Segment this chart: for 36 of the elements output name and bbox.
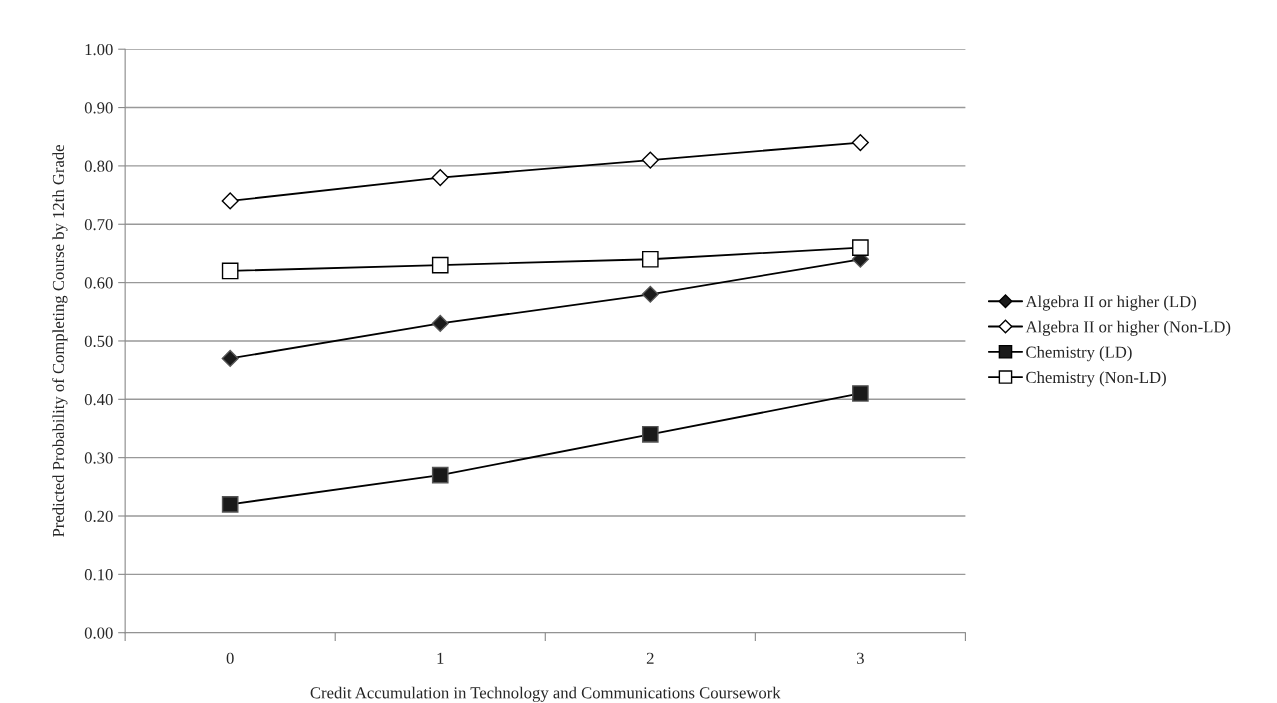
y-tick-label: 1.00 xyxy=(85,43,113,56)
y-tick-label: 0.90 xyxy=(84,102,113,114)
point xyxy=(851,134,869,152)
point xyxy=(641,285,659,303)
point xyxy=(852,239,869,256)
y-tick-label: 0.40 xyxy=(84,394,113,406)
x-axis-title: Credit Accumulation in Technology and Communications Coursework xyxy=(310,686,781,702)
y-tick-label: 0.60 xyxy=(84,277,113,289)
x-tick-label: 3 xyxy=(857,652,864,664)
point xyxy=(641,151,659,169)
point xyxy=(641,250,659,268)
y-tick-label: 0.50 xyxy=(84,335,113,347)
legend-label: Chemistry (LD) xyxy=(1026,346,1132,362)
point xyxy=(431,169,449,187)
y-tick-label: 0.70 xyxy=(84,218,113,231)
y-tick-label: 0.10 xyxy=(84,569,113,581)
x-tick-label: 2 xyxy=(646,652,654,664)
y-tick-label: 0.30 xyxy=(84,452,113,464)
y-axis-title: Predicted Probability of Completing Course by 12th Grade xyxy=(52,145,68,537)
point xyxy=(431,314,449,333)
legend-label: Algebra II or higher (Non-LD) xyxy=(1025,320,1231,336)
point xyxy=(221,262,239,280)
y-tick-label: 0.00 xyxy=(84,627,113,639)
legend-label: Chemistry (Non-LD) xyxy=(1026,371,1166,387)
point xyxy=(221,495,239,513)
point xyxy=(431,256,449,274)
point xyxy=(852,385,869,402)
point xyxy=(431,466,449,484)
point xyxy=(221,192,239,210)
x-tick-label: 0 xyxy=(226,652,234,664)
y-tick-label: 0.20 xyxy=(84,510,113,523)
point xyxy=(641,425,659,443)
x-tick-label: 1 xyxy=(437,652,444,664)
legend-label: Algebra II or higher (LD) xyxy=(1025,295,1196,311)
y-tick-label: 0.80 xyxy=(84,160,113,172)
point xyxy=(221,349,239,368)
